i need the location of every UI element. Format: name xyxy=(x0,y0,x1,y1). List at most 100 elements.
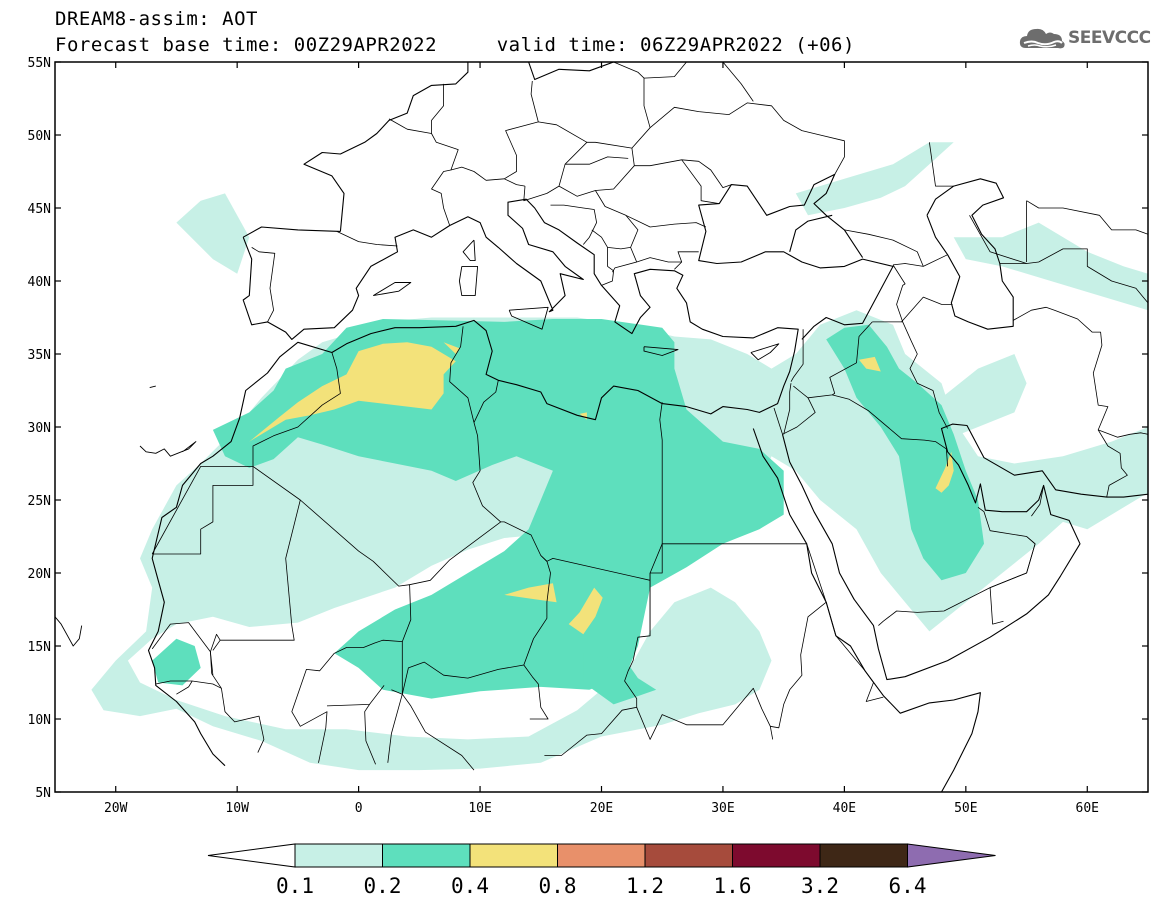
coastline-3 xyxy=(528,62,614,81)
lat-label: 55N xyxy=(28,56,51,71)
island-1 xyxy=(458,265,479,297)
border-31 xyxy=(872,321,948,429)
border-58 xyxy=(595,190,699,263)
logo-text: SEEVCCC xyxy=(1068,28,1151,48)
islands xyxy=(55,239,780,647)
aot-region-mid-1 xyxy=(152,638,201,686)
border-15 xyxy=(449,326,475,423)
aot-region-mid-0 xyxy=(212,319,784,699)
island-6 xyxy=(139,441,197,457)
border-37 xyxy=(1031,485,1044,517)
lon-label: 10W xyxy=(225,801,249,816)
border-30 xyxy=(782,397,816,435)
border-1 xyxy=(151,465,253,555)
lon-label: 50E xyxy=(954,801,977,816)
longitude-axis: 20W 10W 0 10E 20E 30E 40E 50E 60E xyxy=(104,62,1099,816)
island-8 xyxy=(149,385,156,389)
island-5 xyxy=(372,282,412,297)
aot-region-high-5 xyxy=(579,412,587,420)
border-39 xyxy=(901,296,953,323)
country-borders xyxy=(151,62,1148,771)
border-63 xyxy=(612,261,637,273)
border-53 xyxy=(504,121,588,180)
border-32 xyxy=(892,264,906,323)
lat-label: 50N xyxy=(28,129,51,144)
aot-region-low-2 xyxy=(795,142,954,216)
lat-label: 45N xyxy=(28,202,51,217)
border-66 xyxy=(681,159,732,189)
border-45 xyxy=(929,142,954,187)
border-65 xyxy=(649,102,845,175)
aot-region-mid-3 xyxy=(826,324,984,581)
lat-label: 15N xyxy=(28,640,51,655)
border-5 xyxy=(212,639,221,651)
border-29 xyxy=(832,394,947,450)
coastline-7 xyxy=(926,178,1014,330)
aot-region-low-3 xyxy=(953,222,1148,311)
border-27 xyxy=(793,321,873,399)
coastline-2 xyxy=(242,226,341,238)
border-48 xyxy=(336,231,398,247)
aot-region-high-3 xyxy=(935,451,954,493)
border-10 xyxy=(364,704,376,765)
lat-label: 40N xyxy=(28,275,51,290)
island-4 xyxy=(750,343,780,361)
aot-region-mid-2 xyxy=(583,653,657,705)
border-12 xyxy=(472,422,551,720)
border-54 xyxy=(530,80,539,123)
border-16 xyxy=(401,661,524,695)
aot-region-high-6 xyxy=(443,342,460,354)
forecast-time-subtitle: Forecast base time: 00Z29APR2022 valid t… xyxy=(55,34,855,56)
aot-level-0.4-0.8 xyxy=(249,342,954,635)
island-0 xyxy=(462,239,476,262)
lon-label: 10E xyxy=(468,801,491,816)
border-7 xyxy=(151,622,214,676)
border-56 xyxy=(558,148,635,197)
border-47 xyxy=(251,247,276,323)
map-title: DREAM8-assim: AOT xyxy=(55,8,258,30)
border-20 xyxy=(540,555,651,756)
border-22 xyxy=(649,543,663,636)
coastline-6 xyxy=(781,423,1148,681)
border-28 xyxy=(783,383,792,435)
border-64 xyxy=(674,261,682,270)
lon-label: 20W xyxy=(104,801,128,816)
border-26 xyxy=(790,329,804,382)
aot-region-low-5 xyxy=(152,561,171,584)
border-25 xyxy=(773,407,783,435)
border-34 xyxy=(844,229,924,267)
border-55 xyxy=(565,156,629,165)
island-3 xyxy=(643,346,679,356)
coastlines xyxy=(147,62,1148,792)
border-51 xyxy=(431,83,445,134)
border-14 xyxy=(473,380,499,423)
border-8 xyxy=(176,680,193,695)
lon-label: 0 xyxy=(355,801,363,816)
lat-label: 30N xyxy=(28,421,51,436)
border-38 xyxy=(989,536,1036,625)
aot-region-high-2 xyxy=(568,587,603,635)
border-23 xyxy=(770,543,827,729)
seevccc-logo: SEEVCCC xyxy=(1018,26,1158,52)
latitude-axis: 55N 50N 45N 40N 35N 30N 25N 20N 15N 10N 5N xyxy=(28,56,1148,801)
lon-label: 40E xyxy=(833,801,856,816)
aot-region-low-1 xyxy=(176,193,250,274)
border-43 xyxy=(969,215,1027,264)
island-7 xyxy=(55,616,83,647)
lat-label: 5N xyxy=(35,786,51,801)
border-3 xyxy=(209,499,301,674)
border-50 xyxy=(388,118,459,171)
border-33 xyxy=(892,254,948,267)
aot-region-low-4 xyxy=(893,354,1027,500)
aot-region-high-1 xyxy=(504,583,557,603)
border-2 xyxy=(152,466,254,555)
border-19 xyxy=(659,402,663,544)
border-67 xyxy=(643,62,687,79)
border-17 xyxy=(391,689,475,771)
coastline-0 xyxy=(147,198,799,767)
border-41 xyxy=(1097,429,1128,498)
border-68 xyxy=(722,62,754,102)
coastline-8 xyxy=(789,214,833,252)
border-57 xyxy=(634,159,720,204)
border-49 xyxy=(431,166,526,226)
